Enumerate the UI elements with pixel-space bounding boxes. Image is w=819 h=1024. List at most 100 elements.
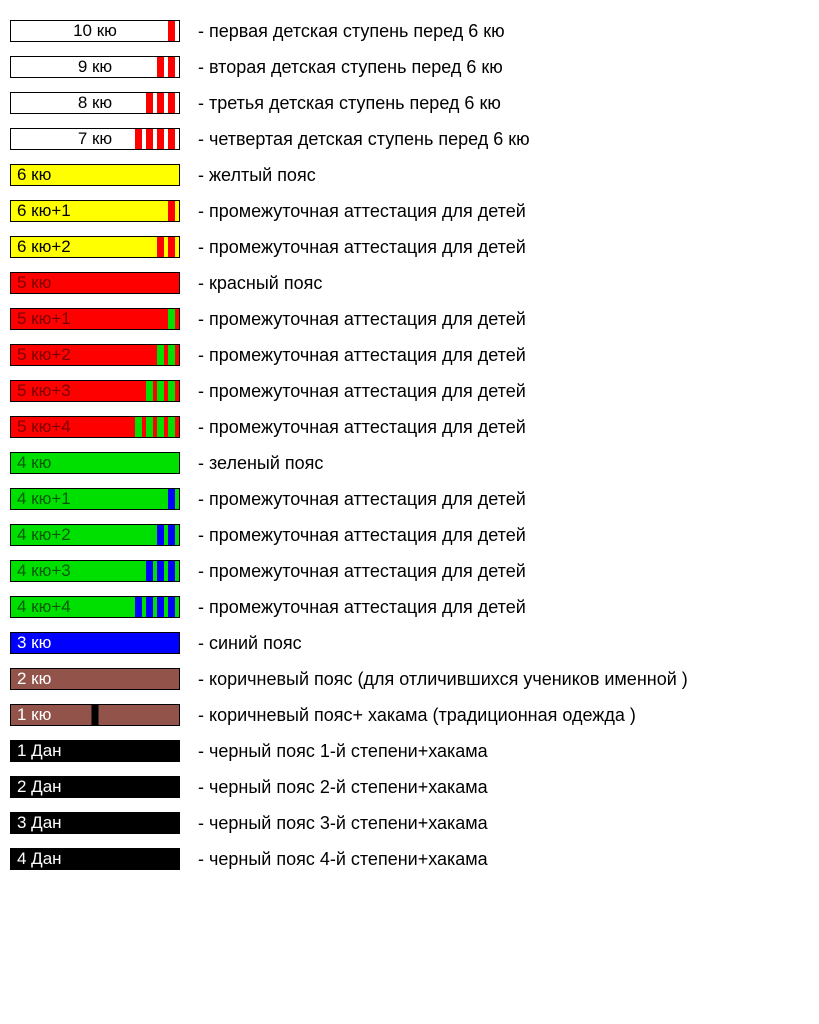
belt-label: 4 кю+3 [11,561,71,581]
belt-stripe [146,561,153,581]
belt-stripes [92,705,99,725]
belt-swatch: 9 кю [10,56,180,78]
belt-swatch: 5 кю+3 [10,380,180,402]
belt-swatch: 10 кю [10,20,180,42]
belt-stripe [168,57,175,77]
rank-row: 8 кю - третья детская ступень перед 6 кю [10,92,809,114]
belt-swatch: 8 кю [10,92,180,114]
rank-row: 6 кю+1 - промежуточная аттестация для дет… [10,200,809,222]
belt-swatch: 6 кю [10,164,180,186]
rank-description: - четвертая детская ступень перед 6 кю [198,128,530,150]
rank-row: 4 кю+4- промежуточная аттестация для дет… [10,596,809,618]
belt-rank-chart: 10 кю - первая детская ступень перед 6 кю… [10,20,809,870]
belt-label: 6 кю+1 [11,201,71,221]
rank-row: 5 кю+3- промежуточная аттестация для дет… [10,380,809,402]
belt-stripe [157,381,164,401]
belt-label: 1 Дан [11,741,62,761]
belt-stripes [168,201,175,221]
belt-stripe [168,93,175,113]
belt-swatch: 5 кю [10,272,180,294]
belt-swatch: 5 кю+2 [10,344,180,366]
rank-description: - черный пояс 2-й степени+хакама [198,776,488,798]
rank-description: - промежуточная аттестация для детей [198,524,526,546]
belt-swatch: 1 Дан [10,740,180,762]
rank-description: - промежуточная аттестация для детей [198,236,526,258]
belt-stripe [157,525,164,545]
belt-stripes [146,561,175,581]
rank-row: 1 кю - коричневый пояс+ хакама (традицион… [10,704,809,726]
rank-row: 6 кю - желтый пояс [10,164,809,186]
belt-swatch: 1 кю [10,704,180,726]
belt-swatch: 6 кю+2 [10,236,180,258]
rank-description: - коричневый пояс+ хакама (традиционная … [198,704,636,726]
rank-row: 5 кю - красный пояс [10,272,809,294]
belt-label: 5 кю+4 [11,417,71,437]
rank-row: 5 кю+1- промежуточная аттестация для дет… [10,308,809,330]
rank-row: 9 кю - вторая детская ступень перед 6 кю [10,56,809,78]
belt-label: 5 кю+2 [11,345,71,365]
belt-stripe [146,597,153,617]
belt-label: 4 кю+1 [11,489,71,509]
belt-swatch: 2 Дан [10,776,180,798]
belt-stripe [146,381,153,401]
rank-row: 2 Дан - черный пояс 2-й степени+хакама [10,776,809,798]
rank-description: - коричневый пояс (для отличившихся учен… [198,668,688,690]
belt-stripes [135,597,175,617]
rank-row: 7 кю- четвертая детская ступень перед 6 … [10,128,809,150]
belt-swatch: 5 кю+1 [10,308,180,330]
belt-label: 1 кю [11,705,51,725]
belt-stripe [168,129,175,149]
rank-row: 3 кю- синий пояс [10,632,809,654]
belt-stripe [157,561,164,581]
belt-swatch: 5 кю+4 [10,416,180,438]
rank-description: - промежуточная аттестация для детей [198,560,526,582]
rank-description: - черный пояс 1-й степени+хакама [198,740,488,762]
belt-stripe [168,417,175,437]
belt-stripe [157,345,164,365]
belt-label: 9 кю [11,57,179,77]
rank-description: - промежуточная аттестация для детей [198,200,526,222]
belt-swatch: 4 кю+2 [10,524,180,546]
belt-label: 3 кю [11,633,51,653]
belt-stripes [135,417,175,437]
belt-swatch: 4 кю+4 [10,596,180,618]
belt-label: 5 кю+3 [11,381,71,401]
belt-stripe [157,597,164,617]
rank-description: - красный пояс [198,272,322,294]
rank-row: 4 Дан - черный пояс 4-й степени+хакама [10,848,809,870]
rank-description: - вторая детская ступень перед 6 кю [198,56,503,78]
belt-stripe [168,597,175,617]
rank-description: - третья детская ступень перед 6 кю [198,92,501,114]
rank-row: 3 Дан- черный пояс 3-й степени+хакама [10,812,809,834]
belt-stripes [146,381,175,401]
belt-stripe [157,93,164,113]
belt-label: 6 кю [11,165,51,185]
belt-stripe [168,201,175,221]
belt-stripes [135,129,175,149]
belt-stripe [157,417,164,437]
rank-row: 1 Дан - черный пояс 1-й степени+хакама [10,740,809,762]
belt-label: 4 Дан [11,849,62,869]
rank-row: 10 кю - первая детская ступень перед 6 кю [10,20,809,42]
belt-stripes [168,21,175,41]
belt-swatch: 4 кю+3 [10,560,180,582]
belt-swatch: 6 кю+1 [10,200,180,222]
belt-stripe [146,129,153,149]
rank-description: - желтый пояс [198,164,316,186]
belt-stripe [168,561,175,581]
rank-row: 4 кю+3 - промежуточная аттестация для дет… [10,560,809,582]
belt-stripe [168,489,175,509]
rank-description: - первая детская ступень перед 6 кю [198,20,505,42]
belt-stripes [168,309,175,329]
belt-label: 5 кю+1 [11,309,71,329]
rank-row: 4 кю- зеленый пояс [10,452,809,474]
rank-row: 5 кю+4- промежуточная аттестация для дет… [10,416,809,438]
rank-description: - черный пояс 4-й степени+хакама [198,848,488,870]
rank-description: - промежуточная аттестация для детей [198,344,526,366]
belt-label: 4 кю+2 [11,525,71,545]
belt-swatch: 4 Дан [10,848,180,870]
belt-label: 2 кю [11,669,51,689]
belt-swatch: 4 кю+1 [10,488,180,510]
rank-description: - промежуточная аттестация для детей [198,488,526,510]
belt-swatch: 4 кю [10,452,180,474]
